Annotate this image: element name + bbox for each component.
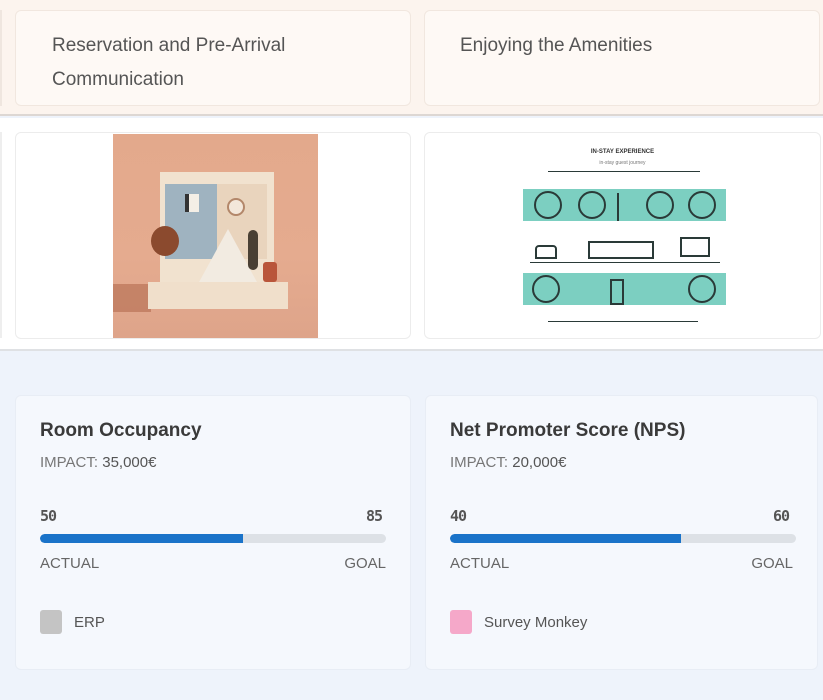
kpi-progress-bar	[450, 534, 796, 543]
goal-label: GOAL	[751, 555, 793, 572]
impact-label: IMPACT:	[450, 454, 509, 471]
stage-image-card-amenities[interactable]: IN-STAY EXPERIENCE in-stay guest journey	[424, 132, 821, 339]
stage-title-line-1: Reservation and Pre-Arrival	[52, 35, 286, 56]
kpi-impact: IMPACT: 20,000€	[450, 454, 566, 471]
kpi-actual-value: 50	[40, 507, 57, 525]
source-name: ERP	[74, 613, 105, 631]
data-source: ERP	[40, 610, 105, 634]
previous-card-edge	[0, 132, 2, 338]
goal-label: GOAL	[344, 555, 386, 572]
kpi-progress-fill	[40, 534, 244, 543]
source-color-swatch-icon	[40, 610, 62, 634]
actual-label: ACTUAL	[450, 555, 510, 572]
kpi-title: Net Promoter Score (NPS)	[450, 420, 686, 441]
actual-label: ACTUAL	[40, 555, 100, 572]
kpi-actual-value: 40	[450, 507, 467, 525]
source-color-swatch-icon	[450, 610, 472, 634]
impact-value: 35,000€	[102, 454, 157, 471]
data-source: Survey Monkey	[450, 610, 587, 634]
kpi-impact: IMPACT: 35,000€	[40, 454, 156, 471]
kpi-row: Room Occupancy IMPACT: 35,000€ 50 85 ACT…	[0, 351, 823, 700]
stage-title-line-2: Communication	[52, 69, 184, 90]
stage-title: Enjoying the Amenities	[460, 35, 653, 56]
stage-images-row: IN-STAY EXPERIENCE in-stay guest journey	[0, 118, 823, 351]
previous-card-edge	[0, 10, 2, 106]
kpi-title: Room Occupancy	[40, 420, 202, 441]
stage-card-reservation[interactable]: Reservation and Pre-Arrival Communicatio…	[15, 10, 411, 106]
kpi-card-room-occupancy[interactable]: Room Occupancy IMPACT: 35,000€ 50 85 ACT…	[15, 395, 411, 670]
kpi-goal-value: 60	[772, 507, 790, 525]
kpi-progress-bar	[40, 534, 386, 543]
impact-value: 20,000€	[512, 454, 567, 471]
hotel-booking-illustration-icon	[113, 134, 318, 338]
illustration-heading: IN-STAY EXPERIENCE	[590, 149, 655, 155]
illustration-subheading: in-stay guest journey	[599, 160, 646, 166]
source-name: Survey Monkey	[484, 613, 588, 631]
stage-titles-row: Reservation and Pre-Arrival Communicatio…	[0, 0, 823, 116]
kpi-progress-fill	[450, 534, 681, 543]
in-stay-experience-illustration-icon: IN-STAY EXPERIENCE in-stay guest journey	[520, 149, 726, 324]
impact-label: IMPACT:	[40, 454, 99, 471]
stage-image-card-reservation[interactable]	[15, 132, 411, 339]
stage-card-amenities[interactable]: Enjoying the Amenities	[424, 10, 820, 106]
kpi-card-nps[interactable]: Net Promoter Score (NPS) IMPACT: 20,000€…	[425, 395, 818, 670]
kpi-goal-value: 85	[365, 507, 383, 525]
